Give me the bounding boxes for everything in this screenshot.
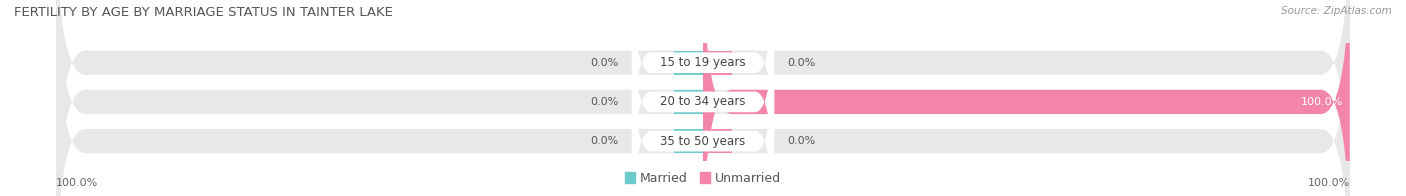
Text: 100.0%: 100.0% — [1308, 178, 1350, 188]
Text: FERTILITY BY AGE BY MARRIAGE STATUS IN TAINTER LAKE: FERTILITY BY AGE BY MARRIAGE STATUS IN T… — [14, 6, 392, 19]
Bar — [673, 51, 703, 75]
FancyBboxPatch shape — [56, 0, 1350, 196]
Text: 15 to 19 years: 15 to 19 years — [661, 56, 745, 69]
Text: 0.0%: 0.0% — [591, 58, 619, 68]
FancyBboxPatch shape — [56, 0, 1350, 196]
FancyBboxPatch shape — [631, 0, 775, 196]
Text: 0.0%: 0.0% — [591, 136, 619, 146]
Text: 100.0%: 100.0% — [56, 178, 98, 188]
Text: 100.0%: 100.0% — [1301, 97, 1343, 107]
Text: 0.0%: 0.0% — [787, 136, 815, 146]
FancyBboxPatch shape — [631, 34, 775, 196]
FancyBboxPatch shape — [56, 0, 1350, 196]
FancyBboxPatch shape — [703, 0, 1350, 196]
Text: 0.0%: 0.0% — [787, 58, 815, 68]
Text: 35 to 50 years: 35 to 50 years — [661, 135, 745, 148]
Bar — [703, 51, 733, 75]
FancyBboxPatch shape — [631, 0, 775, 170]
Legend: Married, Unmarried: Married, Unmarried — [620, 167, 786, 190]
Bar — [703, 129, 733, 153]
Bar — [673, 90, 703, 114]
Text: Source: ZipAtlas.com: Source: ZipAtlas.com — [1281, 6, 1392, 16]
Text: 0.0%: 0.0% — [591, 97, 619, 107]
Bar — [673, 129, 703, 153]
Text: 20 to 34 years: 20 to 34 years — [661, 95, 745, 108]
